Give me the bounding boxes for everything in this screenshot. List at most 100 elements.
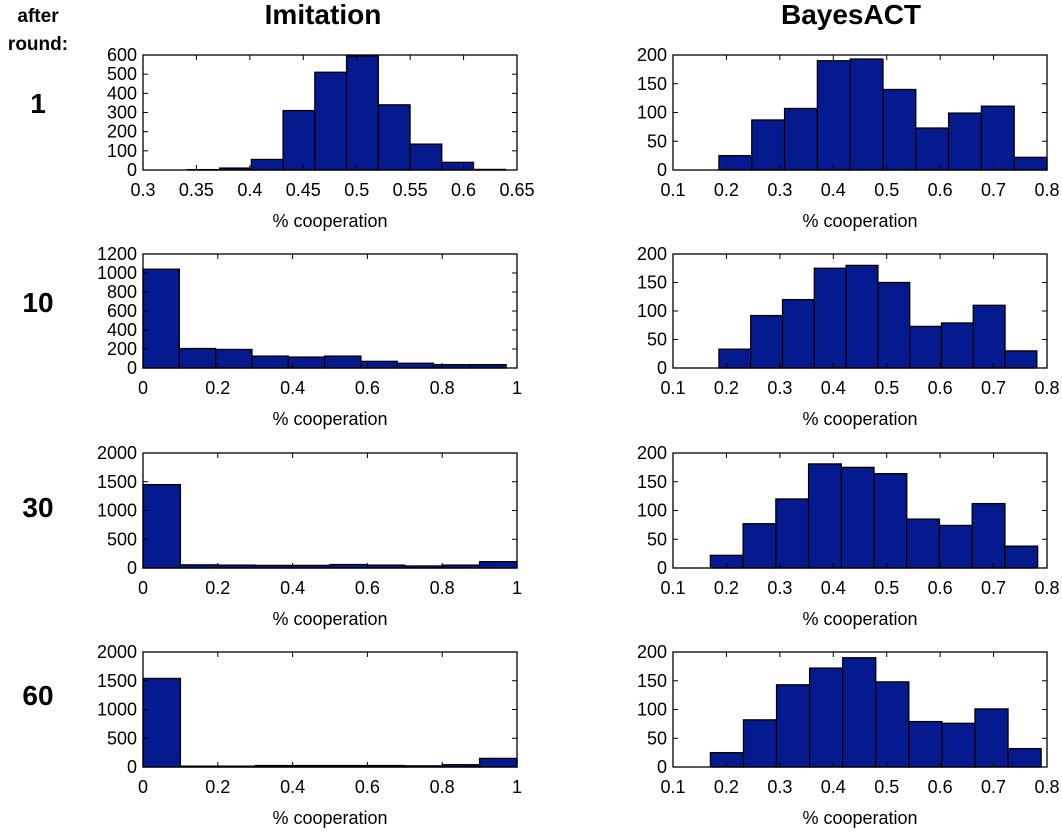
histogram-bar <box>843 658 876 767</box>
row-label-1: 1 <box>30 88 46 119</box>
histogram-bar <box>1008 749 1041 767</box>
histogram-bar <box>251 159 283 170</box>
y-tick-label: 2000 <box>97 642 137 662</box>
histogram-bar <box>874 474 907 568</box>
x-tick-label: 0.7 <box>981 578 1006 598</box>
x-tick-label: 0.2 <box>714 578 739 598</box>
histogram-bar <box>942 723 975 767</box>
histogram-bar <box>817 61 850 170</box>
histogram-bar <box>973 305 1005 368</box>
y-tick-label: 100 <box>637 301 667 321</box>
histogram-bar <box>907 519 940 568</box>
histogram-bar <box>719 156 752 170</box>
y-tick-label: 400 <box>107 320 137 340</box>
x-tick-label: 0.7 <box>981 378 1006 398</box>
x-tick-label: 0.3 <box>767 777 792 797</box>
x-tick-label: 0.6 <box>355 777 380 797</box>
y-tick-label: 1500 <box>97 472 137 492</box>
y-tick-label: 0 <box>127 160 137 180</box>
x-tick-label: 0.1 <box>660 378 685 398</box>
y-tick-label: 300 <box>107 103 137 123</box>
histogram-bar <box>776 499 809 568</box>
x-tick-label: 0.2 <box>714 777 739 797</box>
histogram-bar <box>777 685 810 767</box>
histogram-bar <box>143 678 180 767</box>
histogram-bar <box>751 316 783 368</box>
x-tick-label: 0.8 <box>430 777 455 797</box>
x-tick-label: 0.6 <box>355 378 380 398</box>
x-tick-label: 0.6 <box>928 777 953 797</box>
x-tick-label: 0.5 <box>874 777 899 797</box>
y-tick-label: 50 <box>647 529 667 549</box>
x-axis-label: % cooperation <box>272 211 387 231</box>
y-tick-label: 0 <box>657 757 667 777</box>
histogram-bar <box>841 467 874 568</box>
x-tick-label: 0 <box>138 378 148 398</box>
histogram-bar <box>480 562 517 568</box>
x-axis-label: % cooperation <box>802 609 917 629</box>
y-tick-label: 0 <box>127 757 137 777</box>
y-tick-label: 200 <box>637 244 667 264</box>
x-tick-label: 0.5 <box>344 180 369 200</box>
x-tick-label: 0.1 <box>660 777 685 797</box>
y-tick-label: 150 <box>637 74 667 94</box>
y-tick-label: 1000 <box>97 263 137 283</box>
x-tick-label: 0.4 <box>280 578 305 598</box>
histogram-bar <box>143 269 179 368</box>
x-tick-label: 0.6 <box>928 378 953 398</box>
y-tick-label: 200 <box>637 642 667 662</box>
x-axis-label: % cooperation <box>802 211 917 231</box>
y-tick-label: 50 <box>647 728 667 748</box>
row-label-60: 60 <box>22 680 53 711</box>
histogram-bar <box>179 349 215 368</box>
x-tick-label: 0 <box>138 578 148 598</box>
y-tick-label: 600 <box>107 301 137 321</box>
histogram-bar <box>941 323 973 368</box>
histogram-bar <box>814 268 846 368</box>
x-tick-label: 0.6 <box>928 180 953 200</box>
column-title-bayesact: BayesACT <box>781 0 921 30</box>
y-tick-label: 50 <box>647 131 667 151</box>
x-tick-label: 1 <box>512 578 522 598</box>
x-tick-label: 0.7 <box>981 180 1006 200</box>
histogram-bar <box>975 709 1008 767</box>
y-tick-label: 200 <box>637 443 667 463</box>
x-tick-label: 0.8 <box>1034 378 1059 398</box>
y-tick-label: 150 <box>637 671 667 691</box>
x-tick-label: 0.2 <box>714 180 739 200</box>
axes-frame <box>143 453 517 568</box>
histogram-bar <box>743 720 776 767</box>
x-tick-label: 0.5 <box>874 578 899 598</box>
histogram-bar <box>909 722 942 767</box>
x-tick-label: 0.6 <box>451 180 476 200</box>
x-tick-label: 0.8 <box>1034 777 1059 797</box>
histogram-bar <box>972 504 1005 568</box>
histogram-bar <box>810 668 843 767</box>
x-tick-label: 0.4 <box>821 578 846 598</box>
histogram-bar <box>480 758 517 767</box>
x-tick-label: 0.4 <box>280 378 305 398</box>
row-label-30: 30 <box>22 492 53 523</box>
histogram-bar <box>378 105 410 170</box>
y-tick-label: 0 <box>127 358 137 378</box>
histogram-bar <box>850 59 883 170</box>
histogram-bar <box>283 111 315 170</box>
column-title-imitation: Imitation <box>265 0 382 30</box>
histogram-bar <box>1005 546 1038 568</box>
x-tick-label: 0.4 <box>280 777 305 797</box>
histogram-bar <box>785 108 818 170</box>
x-tick-label: 0.2 <box>205 378 230 398</box>
x-tick-label: 0.3 <box>767 180 792 200</box>
x-tick-label: 0.6 <box>355 578 380 598</box>
y-tick-label: 2000 <box>97 443 137 463</box>
y-tick-label: 1500 <box>97 671 137 691</box>
histogram-bar <box>397 363 433 368</box>
